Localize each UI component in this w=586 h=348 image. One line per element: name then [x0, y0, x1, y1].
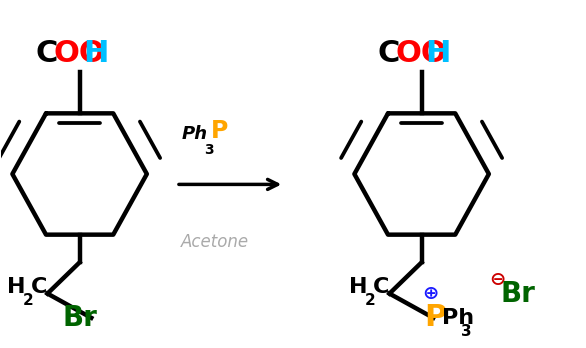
Text: H: H — [6, 277, 25, 296]
Text: Br: Br — [62, 304, 97, 332]
Text: 2: 2 — [22, 293, 33, 308]
Text: OO: OO — [396, 39, 447, 68]
Text: H: H — [349, 277, 367, 296]
Text: C: C — [373, 277, 390, 296]
Text: P: P — [424, 303, 447, 332]
Text: Acetone: Acetone — [180, 233, 249, 251]
Text: ⊖: ⊖ — [489, 270, 506, 289]
Text: Ph: Ph — [442, 308, 474, 328]
Text: P: P — [211, 119, 229, 143]
Text: H: H — [84, 39, 109, 68]
Text: 3: 3 — [461, 324, 472, 339]
Text: 3: 3 — [204, 143, 214, 157]
Text: Ph: Ph — [182, 125, 208, 143]
Text: C: C — [378, 39, 400, 68]
Text: C: C — [31, 277, 47, 296]
Text: Br: Br — [500, 279, 536, 308]
Text: H: H — [425, 39, 451, 68]
Text: OO: OO — [53, 39, 105, 68]
Text: 2: 2 — [364, 293, 375, 308]
Text: C: C — [36, 39, 58, 68]
Text: ⊕: ⊕ — [422, 284, 438, 303]
